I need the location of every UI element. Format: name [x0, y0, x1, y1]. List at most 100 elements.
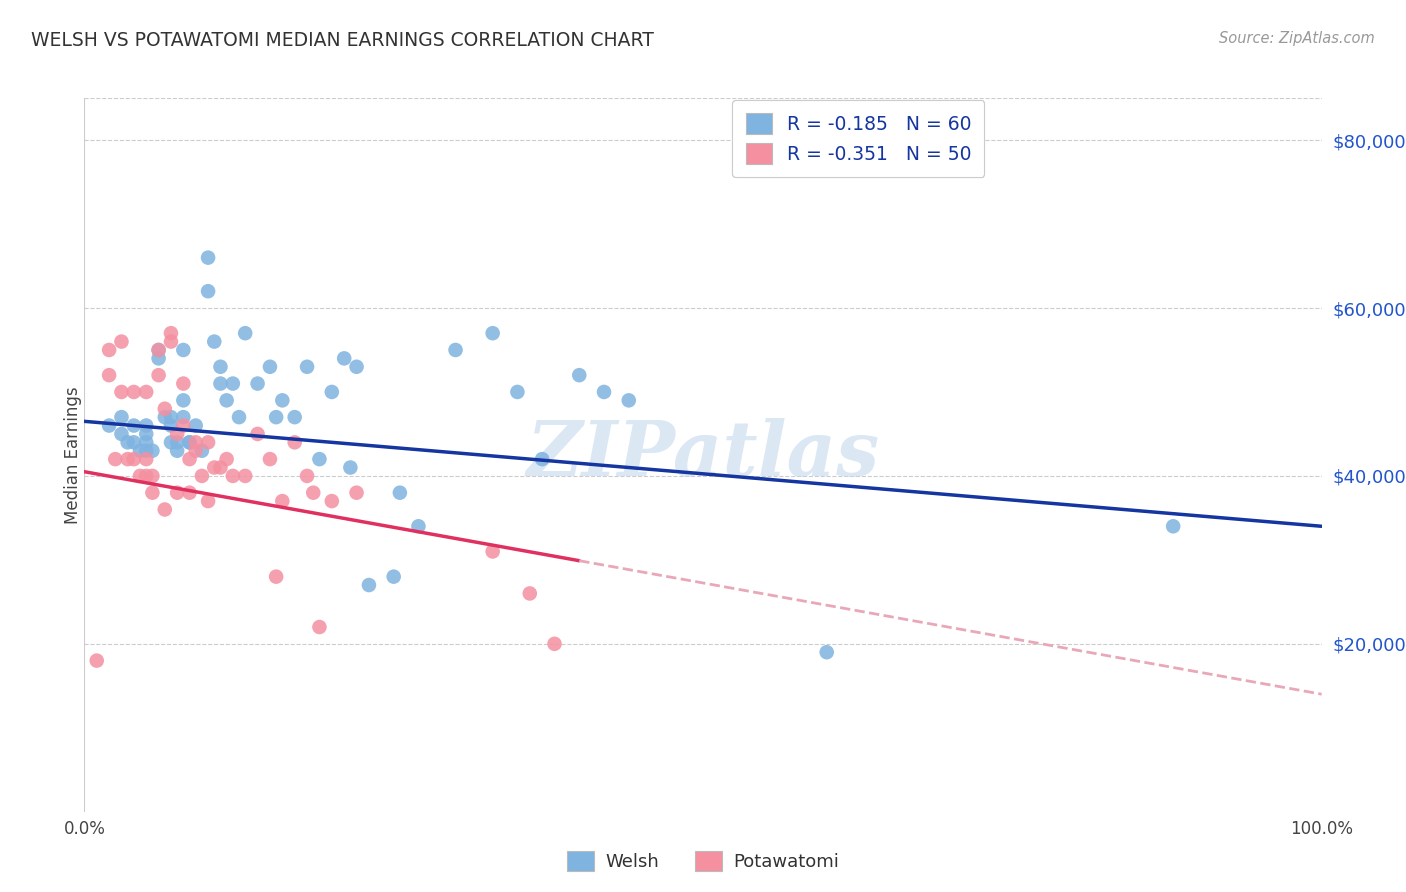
Point: [135, 452, 157, 467]
Point: [179, 452, 201, 467]
Text: Source: ZipAtlas.com: Source: ZipAtlas.com: [1219, 31, 1375, 46]
Point: [308, 620, 330, 634]
Y-axis label: Median Earnings: Median Earnings: [65, 386, 82, 524]
Point: [184, 443, 207, 458]
Point: [284, 410, 307, 425]
Point: [141, 485, 163, 500]
Point: [197, 251, 219, 265]
Point: [382, 569, 405, 583]
Point: [153, 502, 176, 516]
Point: [617, 393, 640, 408]
Point: [166, 485, 188, 500]
Text: WELSH VS POTAWATOMI MEDIAN EARNINGS CORRELATION CHART: WELSH VS POTAWATOMI MEDIAN EARNINGS CORR…: [31, 31, 654, 50]
Point: [357, 578, 380, 592]
Point: [271, 494, 294, 508]
Point: [481, 326, 503, 341]
Point: [172, 376, 194, 391]
Point: [284, 435, 307, 450]
Point: [233, 326, 256, 341]
Point: [122, 418, 145, 433]
Point: [166, 443, 188, 458]
Point: [122, 452, 145, 467]
Point: [172, 393, 194, 408]
Point: [568, 368, 591, 383]
Point: [129, 443, 152, 458]
Point: [117, 452, 139, 467]
Point: [160, 435, 183, 450]
Point: [264, 569, 287, 583]
Point: [86, 654, 108, 668]
Point: [444, 343, 467, 357]
Point: [215, 393, 238, 408]
Point: [295, 359, 318, 374]
Point: [179, 485, 201, 500]
Point: [141, 443, 163, 458]
Point: [815, 645, 838, 659]
Point: [209, 460, 232, 475]
Point: [166, 426, 188, 441]
Point: [172, 410, 194, 425]
Point: [117, 435, 139, 450]
Point: [135, 384, 157, 399]
Point: [197, 435, 219, 450]
Point: [228, 410, 250, 425]
Point: [191, 443, 214, 458]
Point: [531, 452, 554, 467]
Point: [506, 384, 529, 399]
Point: [191, 469, 214, 483]
Point: [160, 326, 183, 341]
Point: [135, 435, 157, 450]
Point: [110, 410, 132, 425]
Point: [110, 384, 132, 399]
Point: [339, 460, 361, 475]
Point: [481, 544, 503, 558]
Point: [346, 485, 368, 500]
Point: [172, 418, 194, 433]
Point: [172, 343, 194, 357]
Point: [259, 359, 281, 374]
Point: [135, 469, 157, 483]
Point: [153, 410, 176, 425]
Point: [148, 368, 170, 383]
Point: [346, 359, 368, 374]
Point: [593, 384, 616, 399]
Point: [184, 435, 207, 450]
Point: [135, 426, 157, 441]
Point: [408, 519, 430, 533]
Point: [160, 410, 183, 425]
Point: [110, 426, 132, 441]
Point: [543, 637, 565, 651]
Point: [179, 435, 201, 450]
Legend: Welsh, Potawatomi: Welsh, Potawatomi: [560, 844, 846, 879]
Point: [135, 443, 157, 458]
Point: [179, 435, 201, 450]
Point: [197, 494, 219, 508]
Point: [264, 410, 287, 425]
Point: [129, 469, 152, 483]
Point: [104, 452, 127, 467]
Point: [184, 418, 207, 433]
Point: [98, 418, 121, 433]
Point: [110, 334, 132, 349]
Point: [166, 435, 188, 450]
Point: [135, 418, 157, 433]
Point: [1161, 519, 1184, 533]
Legend: R = -0.185   N = 60, R = -0.351   N = 50: R = -0.185 N = 60, R = -0.351 N = 50: [733, 101, 984, 177]
Point: [388, 485, 411, 500]
Point: [321, 494, 343, 508]
Point: [271, 393, 294, 408]
Point: [160, 418, 183, 433]
Point: [98, 368, 121, 383]
Point: [153, 401, 176, 416]
Point: [141, 469, 163, 483]
Point: [197, 284, 219, 298]
Point: [519, 586, 541, 600]
Point: [333, 351, 356, 366]
Point: [148, 343, 170, 357]
Point: [233, 469, 256, 483]
Point: [222, 469, 245, 483]
Point: [246, 376, 269, 391]
Point: [148, 351, 170, 366]
Point: [122, 384, 145, 399]
Point: [209, 359, 232, 374]
